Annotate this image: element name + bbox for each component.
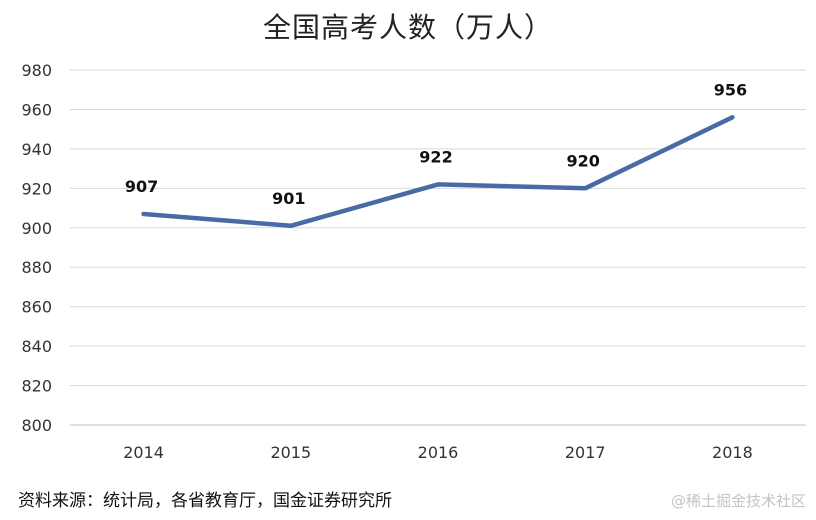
chart-title: 全国高考人数（万人） (262, 11, 553, 44)
data-label: 956 (714, 80, 747, 99)
x-tick-label: 2015 (270, 443, 311, 462)
y-tick-label: 920 (21, 179, 52, 198)
y-tick-label: 820 (21, 377, 52, 396)
x-axis-labels: 2014 2015 2016 2017 2018 (123, 443, 753, 462)
data-label: 920 (566, 151, 599, 170)
data-label: 922 (419, 147, 452, 166)
data-label: 907 (125, 177, 158, 196)
y-axis-labels: 800 820 840 860 880 900 920 940 960 980 (21, 61, 52, 435)
y-tick-label: 840 (21, 337, 52, 356)
y-tick-label: 980 (21, 61, 52, 80)
y-tick-label: 900 (21, 219, 52, 238)
gridlines (70, 69, 806, 426)
source-note: 资料来源：统计局，各省教育厅，国金证券研究所 (18, 491, 392, 511)
y-tick-label: 940 (21, 140, 52, 159)
y-tick-label: 880 (21, 258, 52, 277)
y-tick-label: 960 (21, 100, 52, 119)
x-tick-label: 2014 (123, 443, 164, 462)
data-label: 901 (272, 189, 305, 208)
data-labels: 907 901 922 920 956 (125, 80, 747, 207)
x-tick-label: 2016 (418, 443, 459, 462)
series-line-group (141, 115, 735, 229)
x-tick-label: 2017 (565, 443, 606, 462)
y-tick-label: 860 (21, 298, 52, 317)
watermark: @稀土掘金技术社区 (670, 492, 806, 510)
y-tick-label: 800 (21, 416, 52, 435)
series-line (141, 115, 735, 229)
x-tick-label: 2018 (712, 443, 753, 462)
